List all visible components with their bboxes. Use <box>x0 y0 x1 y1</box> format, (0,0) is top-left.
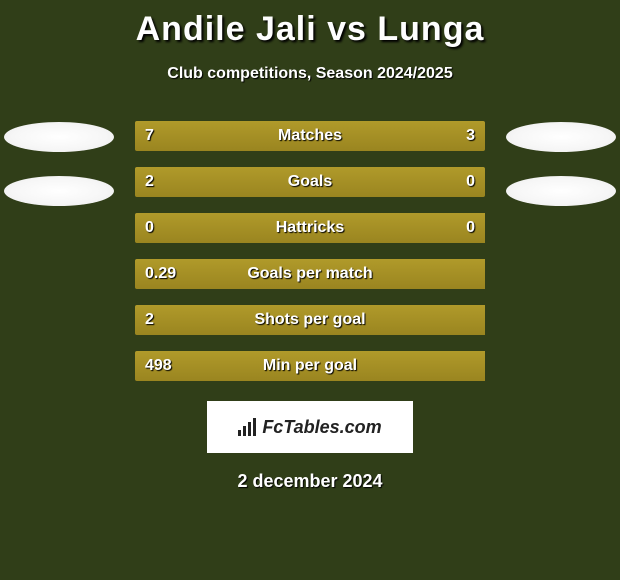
stat-row: 498Min per goal <box>135 351 485 381</box>
stat-row: 73Matches <box>135 121 485 151</box>
stat-label: Hattricks <box>135 213 485 243</box>
stat-label: Matches <box>135 121 485 151</box>
stat-row: 00Hattricks <box>135 213 485 243</box>
subtitle: Club competitions, Season 2024/2025 <box>0 65 620 83</box>
stat-row: 0.29Goals per match <box>135 259 485 289</box>
stat-label: Min per goal <box>135 351 485 381</box>
stat-row: 20Goals <box>135 167 485 197</box>
stat-label: Goals <box>135 167 485 197</box>
stat-label: Shots per goal <box>135 305 485 335</box>
logo-bars-icon <box>238 418 256 436</box>
page-title: Andile Jali vs Lunga <box>0 0 620 49</box>
comparison-chart: 73Matches 20Goals 00Hattricks 0.29Goals per… <box>0 121 620 381</box>
fctables-logo: FcTables.com <box>207 401 413 453</box>
stat-row: 2Shots per goal <box>135 305 485 335</box>
date-label: 2 december 2024 <box>0 471 620 492</box>
stat-label: Goals per match <box>135 259 485 289</box>
logo-text: FcTables.com <box>262 417 381 438</box>
